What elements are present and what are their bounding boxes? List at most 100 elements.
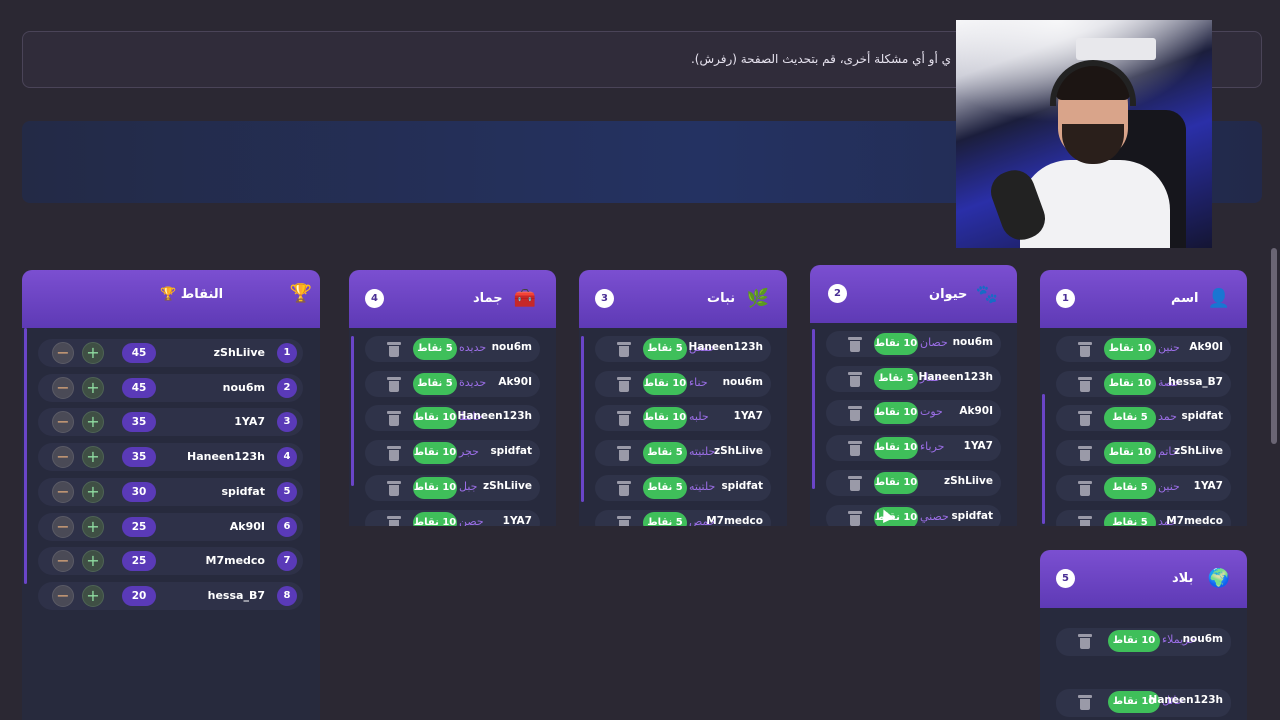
page-scrollbar[interactable] <box>1271 248 1277 444</box>
trash-icon[interactable] <box>1078 411 1092 427</box>
trash-icon[interactable] <box>617 446 631 462</box>
trash-icon[interactable] <box>387 446 401 462</box>
trash-icon[interactable] <box>1078 515 1092 526</box>
points-badge[interactable]: 10 نقاط <box>874 333 918 355</box>
player-score: 25 <box>122 551 156 572</box>
points-badge[interactable]: 5 نقاط <box>874 367 918 390</box>
answer-text: حمص <box>689 514 716 527</box>
player-name: hessa_B7 <box>1168 375 1223 388</box>
score-row: − +30 spidfat 5 <box>38 477 303 506</box>
player-score: 25 <box>122 516 156 537</box>
player-name: nou6m <box>722 375 763 388</box>
trash-icon[interactable] <box>1078 634 1092 649</box>
points-badge[interactable]: 5 نقاط <box>1104 511 1156 526</box>
plus-button[interactable]: + <box>82 342 104 364</box>
trash-icon[interactable] <box>387 411 401 427</box>
plus-button[interactable]: + <box>82 584 104 607</box>
minus-button[interactable]: − <box>52 480 74 503</box>
player-name: 1YA7 <box>963 440 993 453</box>
trash-icon[interactable] <box>617 480 631 496</box>
trash-icon[interactable] <box>1078 480 1092 496</box>
trash-icon[interactable] <box>848 475 862 491</box>
paw-icon: 🐾 <box>975 284 999 305</box>
trash-icon[interactable] <box>1078 446 1092 462</box>
minus-button[interactable]: − <box>52 411 74 434</box>
points-badge[interactable]: 10 نقاط <box>874 471 918 494</box>
points-badge[interactable]: 5 نقاط <box>643 476 687 499</box>
minus-button[interactable]: − <box>52 515 74 538</box>
plus-button[interactable]: + <box>82 446 104 469</box>
trash-icon[interactable] <box>387 515 401 526</box>
points-badge[interactable]: 5 نقاط <box>643 511 687 526</box>
player-name: Ak90I <box>959 405 993 418</box>
webcam-overlay <box>956 20 1212 248</box>
points-badge[interactable]: 10 نقاط <box>1108 630 1160 652</box>
trash-icon[interactable] <box>848 406 862 422</box>
trash-icon[interactable] <box>387 376 401 392</box>
trash-icon[interactable] <box>848 371 862 387</box>
points-badge[interactable]: 10 نقاط <box>1104 442 1156 465</box>
answer-row: 5 نقاط حمص M7medco <box>595 509 771 527</box>
plus-button[interactable]: + <box>82 515 104 538</box>
points-badge[interactable]: 10 نقاط <box>874 437 918 460</box>
plus-button[interactable]: + <box>82 376 104 399</box>
answer-row: 10 نقاط حجر spidfat <box>365 440 540 467</box>
player-name: Haneen123h <box>1148 694 1223 706</box>
score-row: − +35 Haneen123h 4 <box>38 443 303 472</box>
points-badge[interactable]: 10 نقاط <box>1104 338 1156 360</box>
answer-text: حرباء <box>920 440 945 454</box>
points-badge[interactable]: 10 نقاط <box>643 372 687 395</box>
trash-icon[interactable] <box>617 411 631 427</box>
answer-text: حلتيته <box>689 479 716 493</box>
trash-icon[interactable] <box>617 342 631 357</box>
answer-text: حوت <box>920 405 943 419</box>
answer-text: حناء <box>689 375 708 389</box>
player-name: Haneen123h <box>457 410 532 423</box>
trash-icon[interactable] <box>387 480 401 496</box>
answer-text: حصن <box>459 514 484 527</box>
scoreboard-header: النقاط 🏆 🏆 <box>22 270 320 328</box>
points-badge[interactable]: 10 نقاط <box>413 407 457 430</box>
points-badge[interactable]: 10 نقاط <box>874 506 918 526</box>
plus-button[interactable]: + <box>82 550 104 573</box>
minus-button[interactable]: − <box>52 342 74 364</box>
trash-icon[interactable] <box>848 337 862 352</box>
trash-icon[interactable] <box>848 441 862 457</box>
minus-button[interactable]: − <box>52 550 74 573</box>
points-badge[interactable]: 10 نقاط <box>413 511 457 526</box>
trash-icon[interactable] <box>1078 376 1092 392</box>
points-badge[interactable]: 10 نقاط <box>874 402 918 425</box>
points-badge[interactable]: 10 نقاط <box>1108 691 1160 713</box>
minus-button[interactable]: − <box>52 376 74 399</box>
minus-button[interactable]: − <box>52 446 74 469</box>
points-badge[interactable]: 5 نقاط <box>643 338 687 360</box>
answer-row: 10 نقاط جبل zShLiive <box>365 474 540 501</box>
answer-row: 5 نقاط حديدة Ak90I <box>365 370 540 397</box>
points-badge[interactable]: 10 نقاط <box>643 407 687 430</box>
points-badge[interactable]: 5 نقاط <box>1104 476 1156 499</box>
player-score: 30 <box>122 481 156 502</box>
trash-icon[interactable] <box>617 515 631 526</box>
plus-button[interactable]: + <box>82 480 104 503</box>
points-badge[interactable]: 5 نقاط <box>643 442 687 465</box>
player-name: nou6m <box>491 341 532 353</box>
minus-button[interactable]: − <box>52 584 74 607</box>
trash-icon[interactable] <box>848 510 862 526</box>
trash-icon[interactable] <box>1078 342 1092 357</box>
trash-icon[interactable] <box>387 342 401 357</box>
points-badge[interactable]: 10 نقاط <box>413 442 457 465</box>
points-badge[interactable]: 10 نقاط <box>413 476 457 499</box>
points-badge[interactable]: 5 نقاط <box>1104 407 1156 430</box>
answer-row: 5 نقاط حلتيته spidfat <box>595 474 771 501</box>
trash-icon[interactable] <box>617 376 631 392</box>
points-badge[interactable]: 5 نقاط <box>413 338 457 360</box>
points-badge[interactable]: 5 نقاط <box>413 372 457 395</box>
trash-icon[interactable] <box>1078 695 1092 710</box>
player-name: 1YA7 <box>502 514 532 527</box>
answer-row: 10 نقاط حصن 1YA7 <box>365 509 540 527</box>
player-rank: 4 <box>277 447 297 468</box>
points-badge[interactable]: 10 نقاط <box>1104 372 1156 395</box>
globe-icon: 🌍 <box>1207 568 1231 589</box>
plus-button[interactable]: + <box>82 411 104 434</box>
player-name: 1YA7 <box>733 410 763 423</box>
